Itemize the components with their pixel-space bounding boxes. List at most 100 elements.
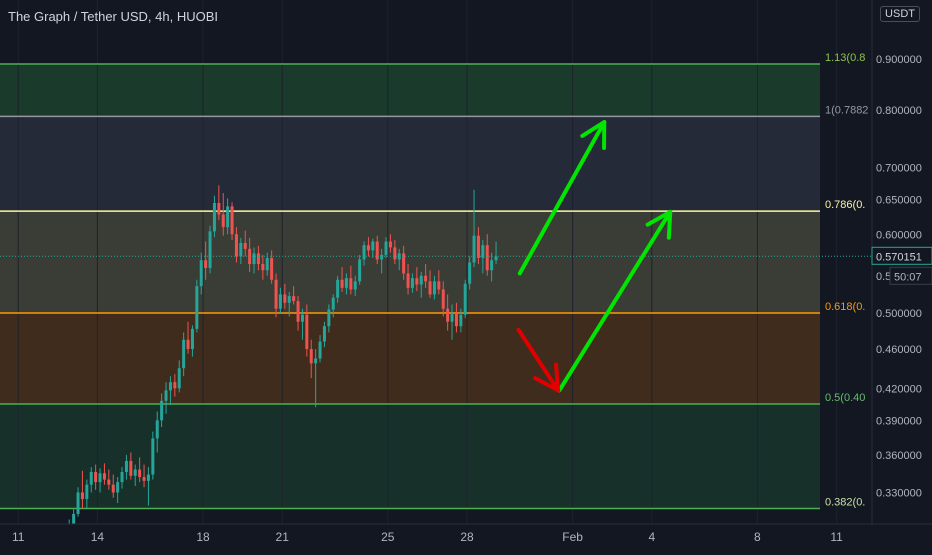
candle-body [147, 475, 150, 481]
candle-body [125, 461, 128, 472]
candle-body [116, 482, 119, 492]
candle-body [459, 315, 462, 326]
candle [209, 226, 212, 274]
candle-body [90, 472, 93, 485]
candle-body [367, 245, 370, 250]
candle-body [437, 281, 440, 289]
fib-level-label: 0.382(0. [825, 496, 865, 508]
candle-body [81, 492, 84, 499]
candle-body [327, 310, 330, 327]
candle-body [200, 260, 203, 286]
candle-body [301, 315, 304, 322]
candle-body [415, 278, 418, 284]
candle-body [134, 470, 137, 476]
candle [464, 280, 467, 318]
candle-body [323, 326, 326, 341]
candle-body [288, 296, 291, 303]
fib-zone [0, 211, 820, 313]
price-tick-label: 0.330000 [876, 487, 922, 499]
candle-body [305, 315, 308, 349]
candle-body [213, 203, 216, 231]
candle-body [464, 284, 467, 315]
candle-body [319, 342, 322, 359]
candle-body [77, 492, 80, 513]
candle-body [393, 247, 396, 259]
candle-body [231, 206, 234, 234]
time-tick-label: 18 [196, 530, 210, 544]
candle-body [349, 278, 352, 289]
fib-zone [0, 116, 820, 211]
fib-level-label: 0.5(0.40 [825, 392, 865, 404]
time-tick-label: 8 [754, 530, 761, 544]
candle-body [389, 242, 392, 248]
candle-body [182, 340, 185, 368]
countdown-value: 50:07 [894, 271, 922, 283]
candle-body [297, 301, 300, 322]
candle-body [380, 255, 383, 260]
candle-body [151, 438, 154, 474]
candle-body [490, 260, 493, 270]
candle-body [138, 470, 141, 478]
candle-body [239, 243, 242, 256]
time-tick-label: 14 [91, 530, 105, 544]
candle-body [253, 253, 256, 264]
candle-body [495, 256, 498, 260]
candle-body [235, 234, 238, 256]
candle-body [371, 242, 374, 251]
candle-body [477, 236, 480, 258]
candle-body [420, 276, 423, 285]
price-tick-label: 0.500000 [876, 308, 922, 320]
price-tick-label: 0.420000 [876, 383, 922, 395]
candle-body [486, 245, 489, 270]
candle-body [442, 289, 445, 308]
candle-body [310, 349, 313, 363]
candle-body [473, 236, 476, 263]
candle-body [266, 258, 269, 270]
price-tick-label: 0.900000 [876, 54, 922, 66]
candle-body [94, 472, 97, 482]
candle-body [261, 264, 264, 270]
fib-level-label: 0.618(0. [825, 301, 865, 313]
time-tick-label: 4 [648, 530, 655, 544]
candle [151, 432, 154, 480]
candle-body [112, 485, 115, 493]
candle-body [107, 480, 110, 485]
candle-body [156, 420, 159, 438]
time-tick-label: 11 [830, 530, 843, 544]
time-tick-label: 11 [12, 530, 25, 544]
candle-body [332, 298, 335, 310]
currency-badge[interactable]: USDT [880, 6, 920, 22]
time-tick-label: 28 [460, 530, 474, 544]
price-tick-label: 0.650000 [876, 195, 922, 207]
candle-body [433, 281, 436, 294]
candle-body [279, 294, 282, 308]
candle-body [446, 309, 449, 322]
candle-body [160, 401, 163, 420]
candle-body [257, 253, 260, 264]
candle-body [178, 368, 181, 388]
candle-body [209, 231, 212, 268]
fib-level-label: 0.786(0. [825, 199, 865, 211]
candle [195, 280, 198, 333]
candle-body [363, 245, 366, 259]
fib-zones [0, 64, 820, 509]
candle-body [411, 278, 414, 288]
candle-body [358, 259, 361, 281]
price-tick-label: 0.5 [876, 271, 891, 283]
candle-body [173, 382, 176, 388]
candle-body [169, 382, 172, 390]
candle-body [143, 477, 146, 481]
candle-body [165, 390, 168, 400]
fib-zone [0, 404, 820, 508]
candle-body [407, 273, 410, 287]
time-tick-label: 25 [381, 530, 395, 544]
candle-body [354, 281, 357, 289]
price-tick-label: 0.460000 [876, 344, 922, 356]
candle-body [226, 206, 229, 227]
candle-body [103, 473, 106, 479]
candle-body [244, 243, 247, 249]
candle-body [283, 294, 286, 302]
candle-body [187, 340, 190, 349]
